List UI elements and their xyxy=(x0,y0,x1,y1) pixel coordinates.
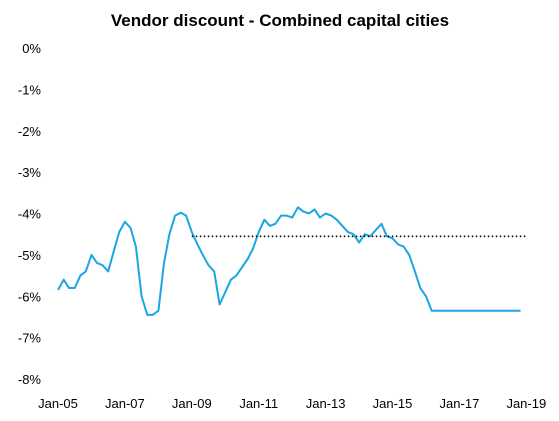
x-tick-label: Jan-13 xyxy=(306,396,346,411)
x-tick-label: Jan-17 xyxy=(440,396,480,411)
vendor-discount-line xyxy=(57,206,521,316)
y-tick-label: -5% xyxy=(18,248,42,263)
x-tick-label: Jan-19 xyxy=(506,396,546,411)
y-tick-label: -7% xyxy=(18,331,42,346)
y-tick-label: -8% xyxy=(18,372,42,387)
y-tick-label: -4% xyxy=(18,207,42,222)
x-tick-label: Jan-07 xyxy=(105,396,145,411)
y-axis-ticks: 0% -1% -2% -3% -4% -5% -6% -7% -8% xyxy=(18,41,42,387)
y-tick-label: -6% xyxy=(18,289,42,304)
y-tick-label: -2% xyxy=(18,124,42,139)
x-tick-label: Jan-05 xyxy=(38,396,78,411)
x-tick-label: Jan-15 xyxy=(373,396,413,411)
chart-title: Vendor discount - Combined capital citie… xyxy=(111,11,449,30)
y-tick-label: -1% xyxy=(18,82,42,97)
x-axis-ticks: Jan-05 Jan-07 Jan-09 Jan-11 Jan-13 Jan-15 Jan-… xyxy=(38,396,546,411)
y-tick-label: -3% xyxy=(18,165,42,180)
x-tick-label: Jan-11 xyxy=(239,396,278,411)
series-lines xyxy=(57,206,527,316)
x-tick-label: Jan-09 xyxy=(172,396,212,411)
y-tick-label: 0% xyxy=(22,41,41,56)
